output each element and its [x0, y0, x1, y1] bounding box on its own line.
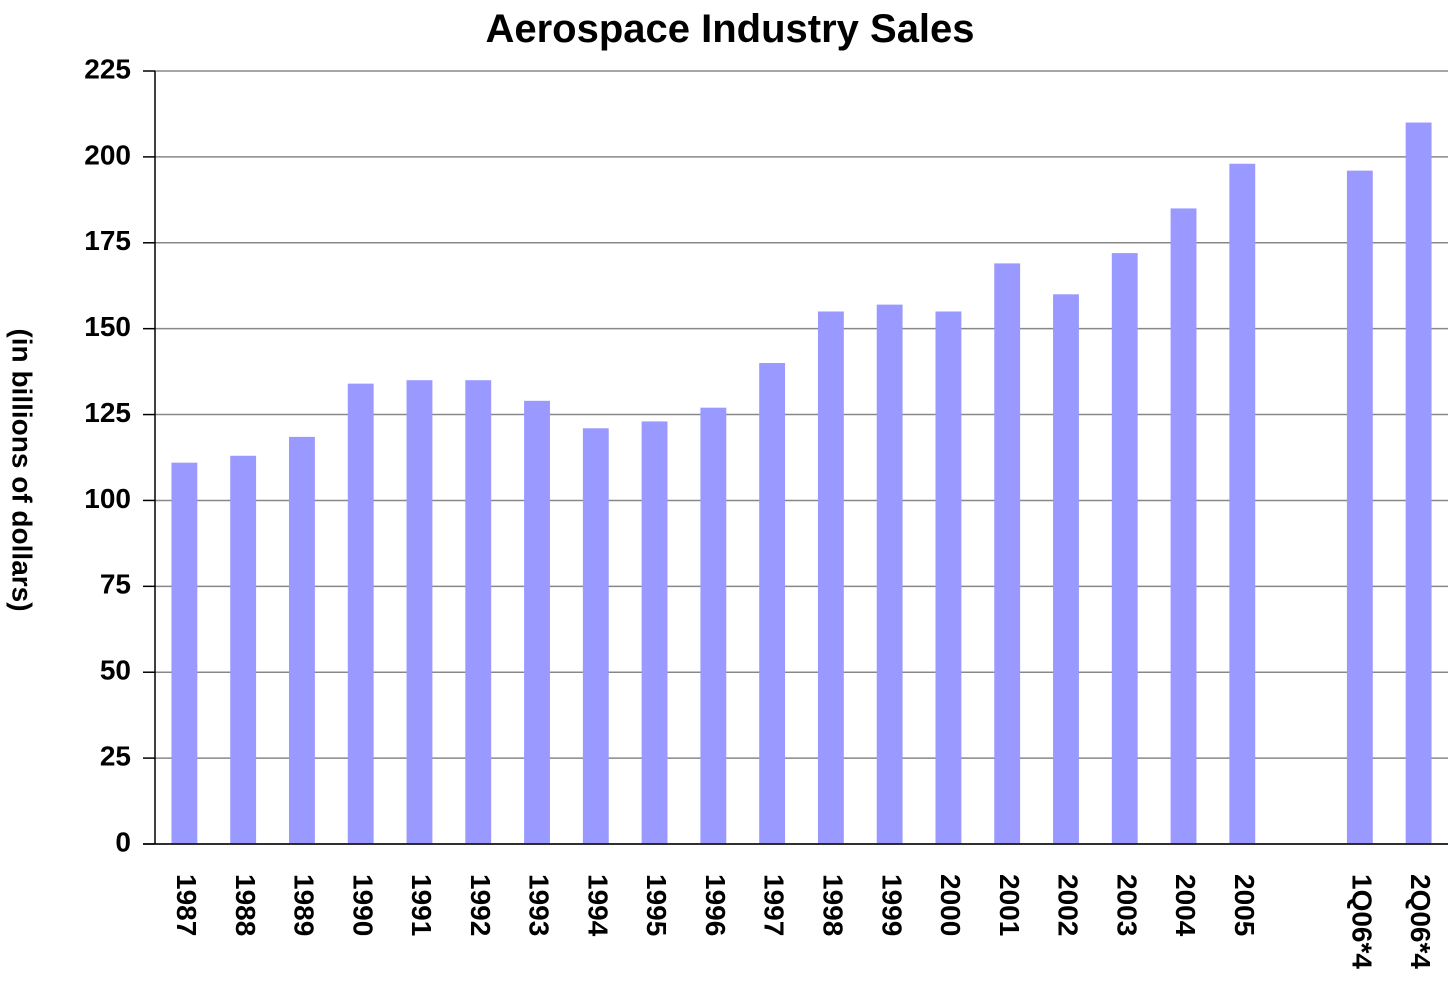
- bar: [1405, 122, 1432, 845]
- x-tick-label: 2Q06*4: [1405, 874, 1436, 969]
- y-tick-label: 125: [84, 397, 131, 428]
- bar: [406, 380, 433, 844]
- bar: [230, 455, 257, 844]
- x-tick-label: 1996: [700, 874, 731, 936]
- x-tick-label: 1999: [876, 874, 907, 936]
- bar: [759, 363, 786, 844]
- x-tick-label: 2005: [1229, 874, 1260, 936]
- y-tick-label: 50: [100, 655, 131, 686]
- x-tick-label: 1991: [406, 874, 437, 936]
- bar: [1053, 294, 1079, 844]
- bar: [171, 462, 198, 844]
- x-tick-label: 1990: [347, 874, 378, 936]
- bar: [465, 380, 492, 844]
- y-tick-label: 0: [115, 826, 131, 857]
- y-tick-label: 75: [100, 569, 131, 600]
- x-tick-label: 2001: [994, 874, 1025, 936]
- bar: [817, 311, 844, 844]
- bar: [1111, 253, 1138, 844]
- bar: [524, 400, 550, 844]
- bar: [994, 263, 1021, 844]
- y-tick-label: 150: [84, 311, 131, 342]
- bar: [700, 407, 727, 844]
- bar: [289, 436, 315, 844]
- y-tick-label: 175: [84, 225, 131, 256]
- x-tick-label: 1995: [641, 874, 672, 936]
- x-tick-label: 2002: [1053, 874, 1084, 936]
- bar: [1170, 208, 1197, 844]
- x-tick-label: 1998: [817, 874, 848, 936]
- x-tick-label: 2003: [1111, 874, 1142, 936]
- x-tick-label: 2000: [935, 874, 966, 936]
- x-tick-label: 1992: [465, 874, 496, 936]
- bar: [935, 311, 962, 844]
- x-tick-label: 1997: [759, 874, 790, 936]
- y-tick-label: 25: [100, 741, 131, 772]
- x-tick-label: 2004: [1170, 874, 1201, 937]
- bar: [582, 428, 609, 844]
- y-tick-label: 100: [84, 483, 131, 514]
- y-tick-label: 225: [84, 53, 131, 84]
- x-tick-label: 1Q06*4: [1346, 874, 1377, 969]
- bar: [1346, 170, 1373, 844]
- y-axis-label: (in billions of dollars): [7, 328, 38, 611]
- x-tick-label: 1993: [524, 874, 555, 936]
- y-tick-label: 200: [84, 139, 131, 170]
- x-tick-label: 1988: [230, 874, 261, 936]
- x-tick-label: 1994: [582, 874, 613, 937]
- chart-title: Aerospace Industry Sales: [485, 7, 974, 51]
- x-tick-label: 1987: [171, 874, 202, 936]
- x-tick-label: 1989: [289, 874, 320, 936]
- bar: [1229, 163, 1256, 844]
- bar: [641, 421, 668, 844]
- bar: [876, 304, 903, 844]
- bar: [347, 383, 374, 844]
